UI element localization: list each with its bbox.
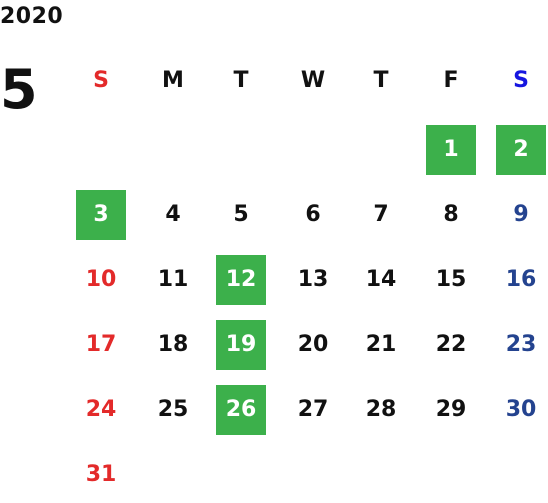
- date-cell-10[interactable]: 10: [85, 267, 117, 292]
- date-cell-29[interactable]: 29: [435, 397, 467, 422]
- date-cell-6[interactable]: 6: [305, 202, 321, 227]
- year-label: 2020: [0, 4, 64, 29]
- date-cell-5[interactable]: 5: [233, 202, 249, 227]
- weekday-header-sat: S: [513, 68, 529, 93]
- date-cell-24[interactable]: 24: [85, 397, 117, 422]
- date-cell-23[interactable]: 23: [505, 332, 537, 357]
- date-cell-22[interactable]: 22: [435, 332, 467, 357]
- weekday-header-wed: W: [300, 68, 326, 93]
- date-cell-17[interactable]: 17: [85, 332, 117, 357]
- weekday-header-thu: T: [373, 68, 389, 93]
- date-cell-9[interactable]: 9: [513, 202, 529, 227]
- date-cell-30[interactable]: 30: [505, 397, 537, 422]
- date-cell-28[interactable]: 28: [365, 397, 397, 422]
- weekday-header-fri: F: [443, 68, 459, 93]
- date-cell-8[interactable]: 8: [443, 202, 459, 227]
- date-cell-2[interactable]: 2: [496, 125, 546, 175]
- date-cell-12[interactable]: 12: [216, 255, 266, 305]
- date-cell-27[interactable]: 27: [297, 397, 329, 422]
- date-cell-4[interactable]: 4: [165, 202, 181, 227]
- date-cell-16[interactable]: 16: [505, 267, 537, 292]
- date-cell-31[interactable]: 31: [85, 462, 117, 487]
- date-cell-3[interactable]: 3: [76, 190, 126, 240]
- date-cell-7[interactable]: 7: [373, 202, 389, 227]
- date-cell-20[interactable]: 20: [297, 332, 329, 357]
- date-cell-26[interactable]: 26: [216, 385, 266, 435]
- weekday-header-tue: T: [233, 68, 249, 93]
- date-cell-25[interactable]: 25: [157, 397, 189, 422]
- date-cell-19[interactable]: 19: [216, 320, 266, 370]
- weekday-header-sun: S: [93, 68, 109, 93]
- date-cell-21[interactable]: 21: [365, 332, 397, 357]
- month-number: 5: [0, 58, 38, 121]
- date-cell-14[interactable]: 14: [365, 267, 397, 292]
- date-cell-11[interactable]: 11: [157, 267, 189, 292]
- date-cell-13[interactable]: 13: [297, 267, 329, 292]
- weekday-header-mon: M: [162, 68, 184, 93]
- date-cell-15[interactable]: 15: [435, 267, 467, 292]
- date-cell-18[interactable]: 18: [157, 332, 189, 357]
- date-cell-1[interactable]: 1: [426, 125, 476, 175]
